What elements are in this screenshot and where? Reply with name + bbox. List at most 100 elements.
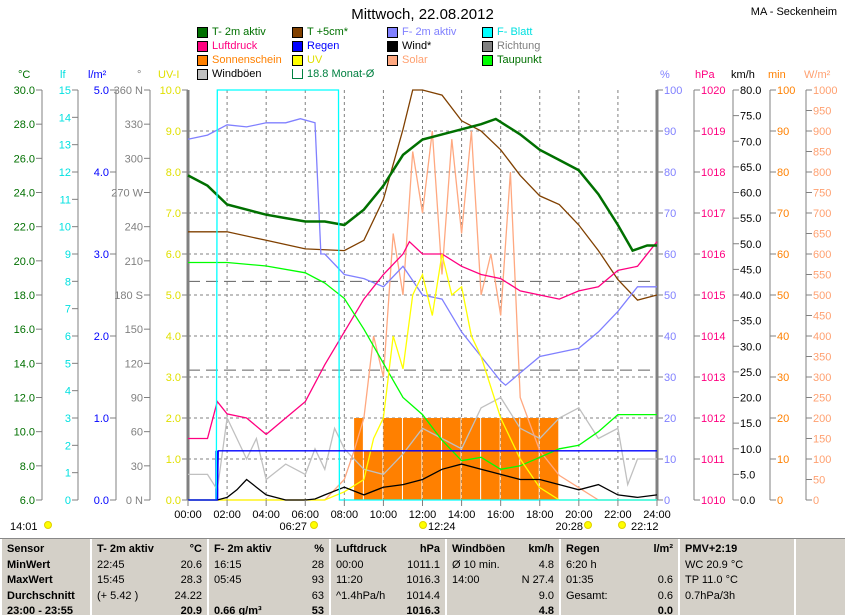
- table-column-empty: [794, 539, 845, 615]
- axis-tick-label: 6.0: [166, 249, 181, 261]
- axis-tick-label: 14: [59, 112, 71, 124]
- table-cell: N 27.4: [521, 574, 554, 586]
- legend-swatch: [197, 40, 208, 52]
- legend-label: F- Blatt: [497, 26, 533, 38]
- axis-tick-label: 28.0: [14, 119, 35, 131]
- sunshine-bar: [402, 418, 422, 500]
- axis-tick-label: 1010: [701, 495, 725, 507]
- axis-tick-label: 80.0: [740, 85, 761, 97]
- axis-tick-label: 90: [777, 126, 789, 138]
- series-line-uv: [188, 253, 657, 501]
- table-cell: WC 20.9 °C: [685, 558, 744, 571]
- axis-tick-label: 50: [664, 290, 676, 302]
- sunshine-bar: [363, 450, 383, 500]
- axis-tick-label: 750: [813, 188, 831, 200]
- axis-tick-label: 0: [813, 495, 819, 507]
- axis-tick-label: 30.0: [740, 341, 761, 353]
- table-cell: ^1.4hPa/h: [336, 589, 386, 602]
- table-column: Luftdruck hPa 00:00 1011.1 11:20 1016.3 ^1.4hP…: [329, 539, 445, 615]
- table-cell: hPa: [419, 543, 440, 555]
- series-line-windb-en: [188, 396, 657, 492]
- table-column: T- 2m aktiv °C 22:45 20.6 15:45 28.3 (+ 5.42 )…: [90, 539, 207, 615]
- axis-tick-label: 250: [813, 393, 831, 405]
- legend-label: Luftdruck: [212, 40, 258, 52]
- axis-tick-label: 0.0: [94, 495, 109, 507]
- axis-tick-label: 12.0: [14, 393, 35, 405]
- axis-tick-label: 10: [777, 454, 789, 466]
- legend-swatch: [197, 54, 208, 66]
- axis-tick-label: 150: [813, 434, 831, 446]
- legend-item: Luftdruck: [197, 40, 257, 52]
- axis-tick-label: 600: [813, 249, 831, 261]
- axis-tick-label: 700: [813, 208, 831, 220]
- table-cell: 4.8: [538, 605, 554, 615]
- axis-tick-label: 240: [125, 222, 143, 234]
- table-row: (+ 5.42 ) 24.22: [97, 590, 202, 606]
- axis-tick-label: 9: [65, 249, 71, 261]
- axis-tick-label: 60: [664, 249, 676, 261]
- x-tick-label: 20:00: [565, 509, 593, 521]
- table-cell: 20.9: [180, 605, 202, 615]
- table-cell: 16:15: [214, 558, 242, 571]
- axis-tick-label: 60.0: [740, 188, 761, 200]
- axis-tick-label: 50: [777, 290, 789, 302]
- table-cell: T- 2m aktiv: [97, 543, 154, 555]
- summary-table: Sensor MinWert MaxWert Durchschnitt 23:00 - …: [0, 538, 845, 615]
- axis-tick-label: 150: [125, 324, 143, 336]
- axis-tick-label: 0 N: [126, 495, 143, 507]
- axis-tick-label: 100: [777, 85, 795, 97]
- axis-tick-label: 100: [664, 85, 682, 97]
- legend-item: Wind*: [387, 40, 431, 52]
- legend-swatch: [482, 40, 493, 52]
- sunrise-icon: [310, 521, 318, 529]
- legend-item: 18.8 Monat-Ø: [292, 68, 374, 80]
- axis-tick-label: 1017: [701, 208, 725, 220]
- table-cell: 1011.1: [407, 558, 440, 571]
- table-cell: MaxWert: [7, 574, 53, 586]
- legend-item: Regen: [292, 40, 339, 52]
- axis-tick-label: 11: [60, 194, 71, 206]
- axis-tick-label: 300: [813, 372, 831, 384]
- axis-tick-label: 3.0: [94, 249, 109, 261]
- axis-tick-label: 75.0: [740, 111, 761, 123]
- table-cell: Windböen: [452, 543, 506, 555]
- table-cell: 0.0: [657, 605, 673, 615]
- table-cell: Luftdruck: [336, 543, 387, 555]
- axis-tick-label: 90: [664, 126, 676, 138]
- axis-tick-label: 12: [59, 167, 71, 179]
- axis-tick-label: 13: [59, 140, 71, 152]
- table-row: MinWert: [7, 559, 85, 575]
- sun-event-label: 06:27: [279, 521, 307, 533]
- axis-tick-label: 5.0: [94, 85, 109, 97]
- sunset-icon: [584, 521, 592, 529]
- legend-label: Solar: [402, 54, 428, 66]
- table-row: 01:35 0.6: [566, 574, 673, 590]
- axis-tick-label: 300: [125, 153, 143, 165]
- axis-tick-label: 35.0: [740, 316, 761, 328]
- sun-event-label: 14:01: [10, 521, 38, 533]
- axis-tick-label: 60: [131, 427, 143, 439]
- axis-tick-label: 20: [664, 413, 676, 425]
- table-cell: l/m²: [653, 543, 673, 555]
- axis-tick-label: 900: [813, 126, 831, 138]
- sun-event-label: 20:28: [555, 521, 583, 533]
- sunshine-bar: [442, 418, 461, 500]
- legend-item: F- Blatt: [482, 26, 532, 38]
- axis-tick-label: 950: [813, 106, 831, 118]
- table-column: F- 2m aktiv% 16:15 28 05:45 93 63 0.66 g/m³ 53: [207, 539, 329, 615]
- table-row: Luftdruck hPa: [336, 543, 440, 559]
- axis-tick-label: 15.0: [740, 418, 761, 430]
- legend-item: T +5cm*: [292, 26, 348, 38]
- axis-tick-label: 0.0: [740, 495, 755, 507]
- axis-tick-label: 2: [65, 440, 71, 452]
- axis-tick-label: 1.0: [166, 454, 181, 466]
- axis-tick-label: 2.0: [94, 331, 109, 343]
- axis-tick-label: 70.0: [740, 136, 761, 148]
- table-cell: 6:20 h: [566, 558, 597, 571]
- table-cell: 4.8: [538, 558, 554, 571]
- table-cell: 53: [311, 605, 324, 615]
- axis-unit-lf: lf: [60, 69, 66, 81]
- table-row: Durchschnitt: [7, 590, 85, 606]
- axis-tick-label: 40: [664, 331, 676, 343]
- cloud-sun-icon: [44, 521, 52, 529]
